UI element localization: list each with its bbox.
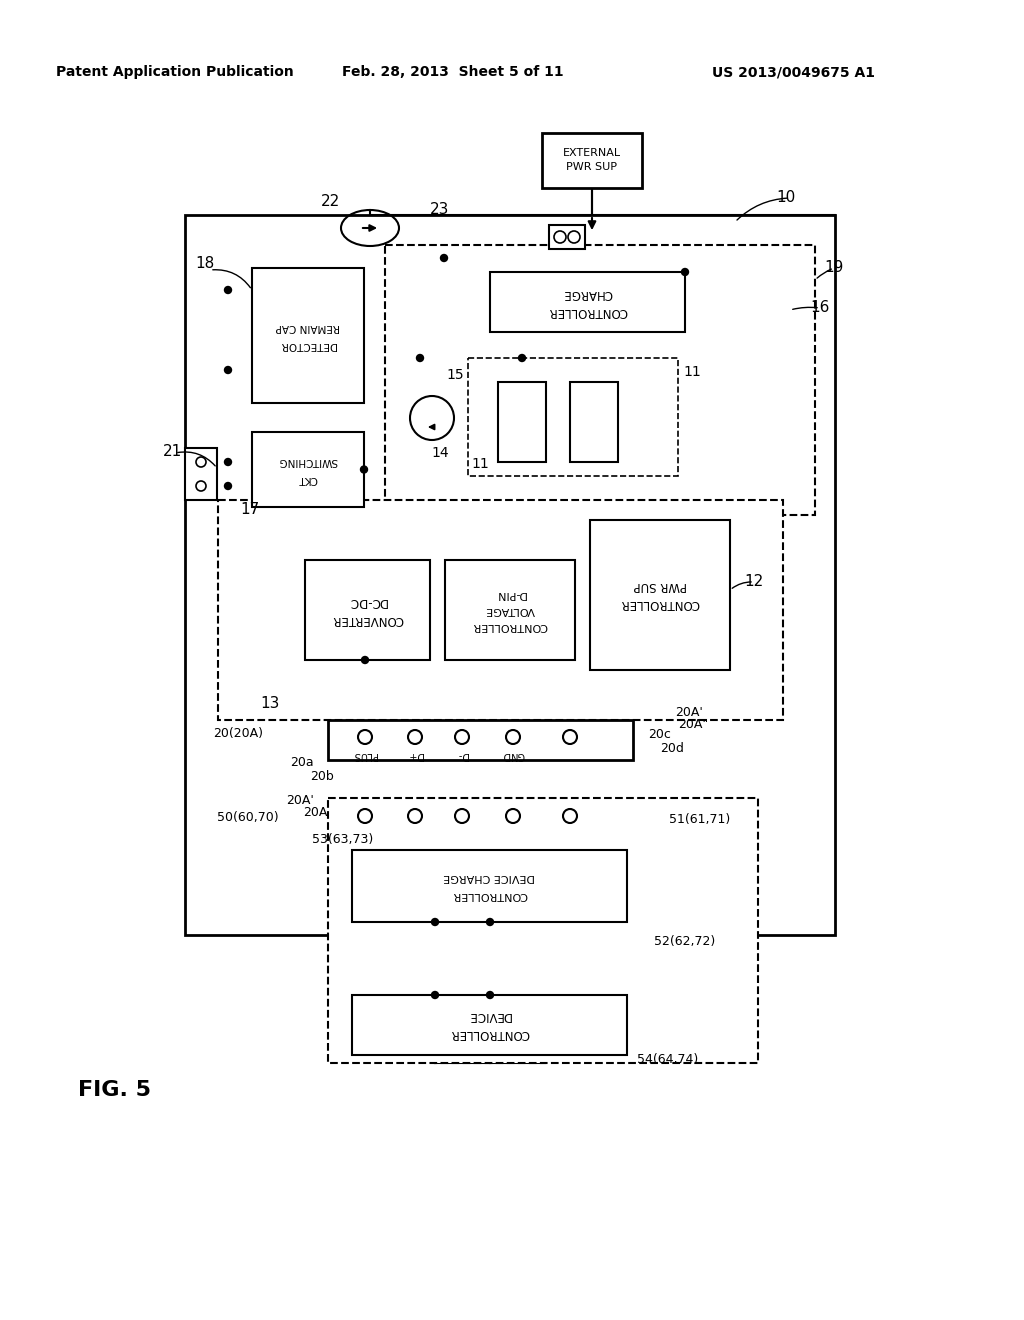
Text: SWITCHING: SWITCHING: [279, 455, 338, 466]
Bar: [305, 560, 430, 660]
Circle shape: [360, 466, 368, 473]
Bar: [252, 432, 364, 507]
Bar: [352, 995, 627, 1055]
Circle shape: [417, 355, 424, 362]
Text: 22: 22: [321, 194, 340, 210]
Text: FIG. 5: FIG. 5: [79, 1080, 152, 1100]
Bar: [490, 272, 685, 333]
Text: 23: 23: [430, 202, 450, 218]
Text: 13: 13: [260, 696, 280, 710]
Text: US 2013/0049675 A1: US 2013/0049675 A1: [712, 65, 874, 79]
Text: CONTROLLER: CONTROLLER: [621, 598, 699, 610]
Text: VOLTAGE: VOLTAGE: [485, 605, 535, 615]
Bar: [590, 520, 730, 671]
Text: PLUS: PLUS: [353, 750, 377, 760]
Text: D+: D+: [408, 750, 423, 760]
Bar: [570, 381, 618, 462]
Text: DETECTOR: DETECTOR: [280, 339, 336, 350]
Text: 20d: 20d: [660, 742, 684, 755]
Circle shape: [224, 458, 231, 466]
Circle shape: [431, 991, 438, 998]
Bar: [328, 799, 758, 1063]
Text: CHARGE: CHARGE: [562, 286, 612, 300]
Circle shape: [224, 367, 231, 374]
Bar: [549, 224, 585, 249]
Bar: [185, 447, 217, 500]
Bar: [252, 268, 364, 403]
Circle shape: [361, 656, 369, 664]
Text: 11: 11: [683, 366, 700, 379]
Bar: [468, 358, 678, 477]
Text: PWR SUP: PWR SUP: [633, 579, 687, 593]
Text: 12: 12: [744, 574, 764, 590]
Text: CONTROLLER: CONTROLLER: [548, 305, 627, 318]
Text: 54(64,74): 54(64,74): [637, 1053, 698, 1067]
Text: REMAIN CAP: REMAIN CAP: [275, 322, 340, 331]
Text: EXTERNAL: EXTERNAL: [563, 148, 622, 158]
Text: 20c: 20c: [648, 729, 672, 742]
Circle shape: [431, 919, 438, 925]
Text: 10: 10: [776, 190, 796, 206]
Text: GND: GND: [502, 750, 524, 760]
Text: 18: 18: [196, 256, 215, 271]
Bar: [352, 850, 627, 921]
Text: CONTROLLER: CONTROLLER: [472, 620, 548, 631]
Text: DC-DC: DC-DC: [348, 594, 387, 607]
Bar: [542, 133, 642, 187]
Text: 20A: 20A: [303, 807, 328, 820]
Text: 20a: 20a: [290, 756, 313, 770]
Bar: [185, 215, 835, 935]
Text: D-PIN: D-PIN: [495, 589, 525, 599]
Text: CONVERTER: CONVERTER: [332, 612, 403, 626]
Text: CKT: CKT: [298, 474, 317, 483]
Text: D-: D-: [457, 750, 468, 760]
Bar: [328, 719, 633, 760]
Text: CONTROLLER: CONTROLLER: [452, 890, 527, 900]
Text: CONTROLLER: CONTROLLER: [450, 1027, 529, 1040]
Bar: [498, 381, 546, 462]
Circle shape: [682, 268, 688, 276]
Text: Feb. 28, 2013  Sheet 5 of 11: Feb. 28, 2013 Sheet 5 of 11: [342, 65, 564, 79]
Text: Patent Application Publication: Patent Application Publication: [56, 65, 294, 79]
Circle shape: [224, 286, 231, 293]
Text: 50(60,70): 50(60,70): [217, 812, 279, 825]
Text: 20A": 20A": [678, 718, 709, 730]
Text: 51(61,71): 51(61,71): [670, 813, 731, 826]
Circle shape: [518, 355, 525, 362]
Text: 11: 11: [471, 457, 488, 471]
Bar: [385, 246, 815, 515]
Text: 17: 17: [241, 503, 260, 517]
Bar: [445, 560, 575, 660]
Text: 15: 15: [446, 368, 464, 381]
Bar: [218, 500, 783, 719]
Circle shape: [440, 255, 447, 261]
Text: PWR SUP: PWR SUP: [566, 162, 617, 172]
Text: 14: 14: [431, 446, 449, 459]
Text: 20b: 20b: [310, 770, 334, 783]
Text: 20A': 20A': [286, 793, 314, 807]
Text: 20A': 20A': [675, 706, 702, 719]
Text: 16: 16: [810, 301, 829, 315]
Circle shape: [224, 483, 231, 490]
Text: 21: 21: [163, 445, 181, 459]
Text: 20(20A): 20(20A): [213, 726, 263, 739]
Circle shape: [486, 919, 494, 925]
Text: 19: 19: [824, 260, 844, 276]
Text: 52(62,72): 52(62,72): [654, 936, 716, 949]
Text: 53(63,73): 53(63,73): [312, 833, 374, 846]
Text: DEVICE: DEVICE: [468, 1010, 511, 1023]
Text: DEVICE CHARGE: DEVICE CHARGE: [443, 873, 536, 882]
Circle shape: [486, 991, 494, 998]
